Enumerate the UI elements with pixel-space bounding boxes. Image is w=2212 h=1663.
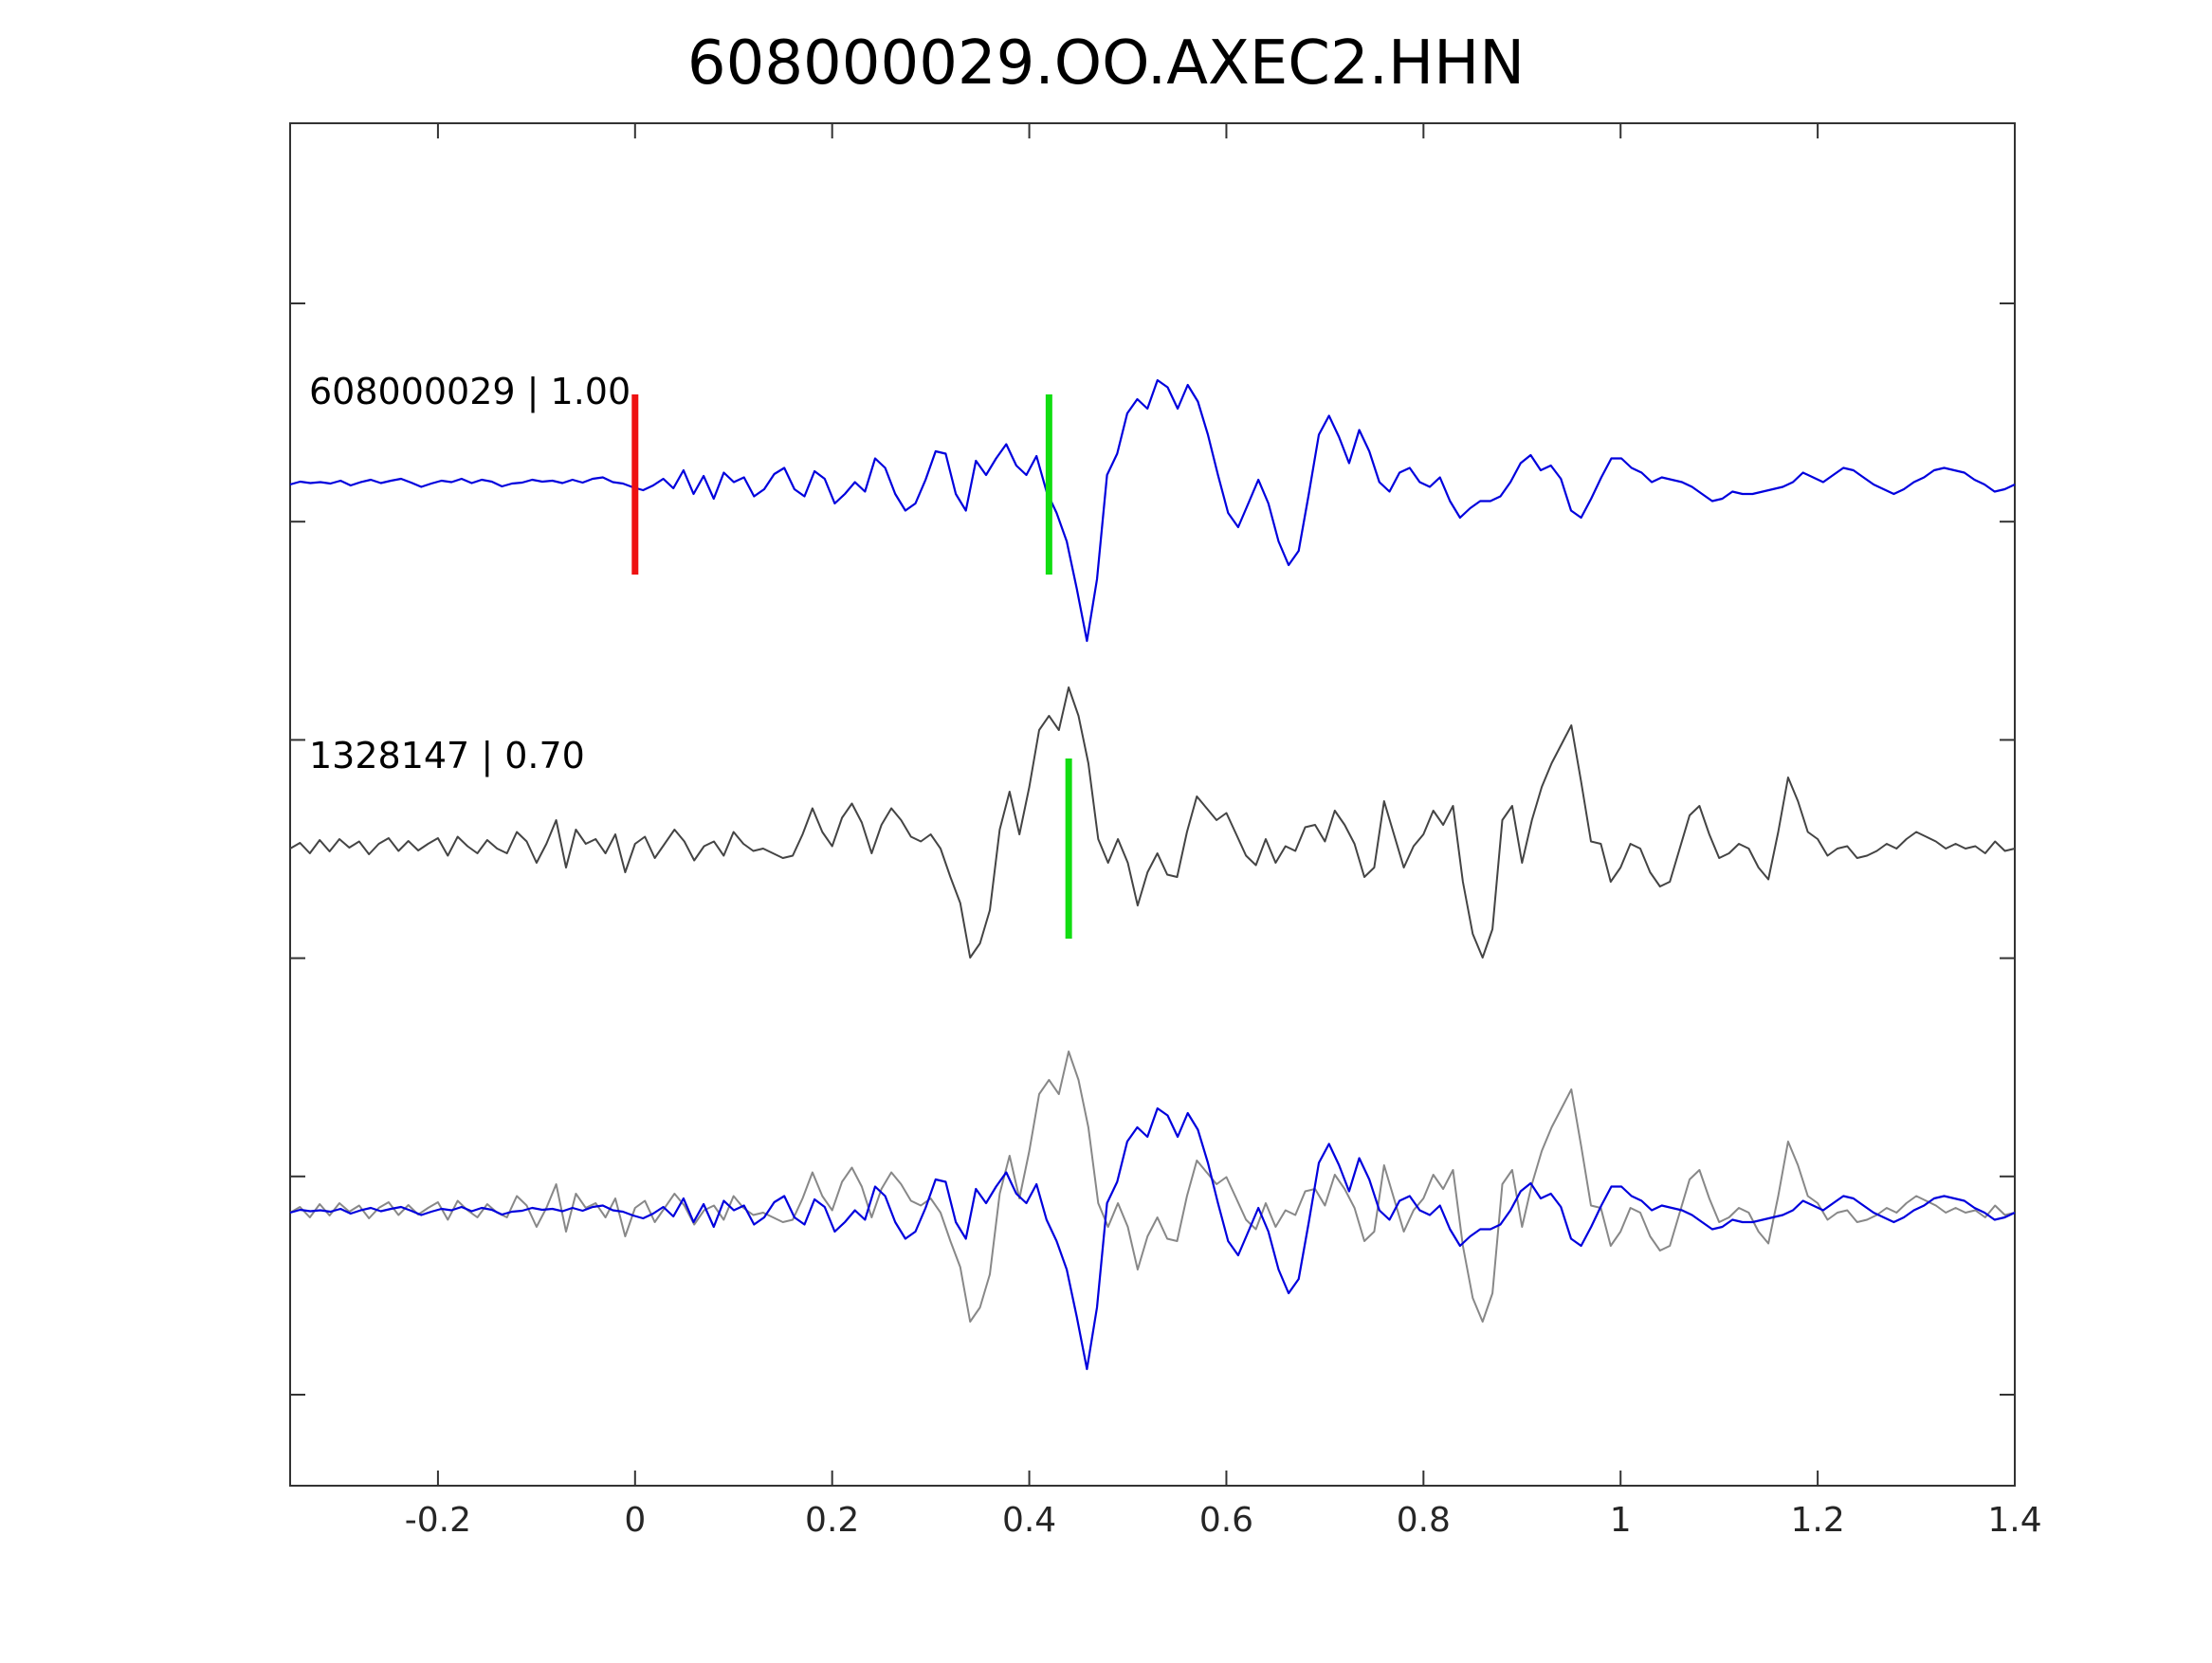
x-tick-label: -0.2: [405, 1501, 471, 1540]
trace-detection-3: [289, 1051, 2016, 1323]
trace-detection-2: [289, 686, 2016, 959]
trace-label-2: 1328147 | 0.70: [309, 735, 585, 777]
x-tick-label: 0.4: [1002, 1501, 1056, 1540]
x-tick-label: 0.8: [1397, 1501, 1451, 1540]
x-tick-label: 1.2: [1790, 1501, 1844, 1540]
chart-title: 608000029.OO.AXEC2.HHN: [686, 28, 1526, 99]
x-tick-label: 0.2: [805, 1501, 859, 1540]
x-tick-label: 1: [1610, 1501, 1632, 1540]
trace-label-1: 608000029 | 1.00: [309, 371, 631, 413]
trace-template-3: [289, 1106, 2016, 1371]
x-tick-label: 0: [624, 1501, 646, 1540]
trace-template-1: [289, 378, 2016, 643]
x-tick-label: 1.4: [1987, 1501, 2041, 1540]
x-tick-label: 0.6: [1199, 1501, 1253, 1540]
plot-frame: [289, 122, 2016, 1487]
